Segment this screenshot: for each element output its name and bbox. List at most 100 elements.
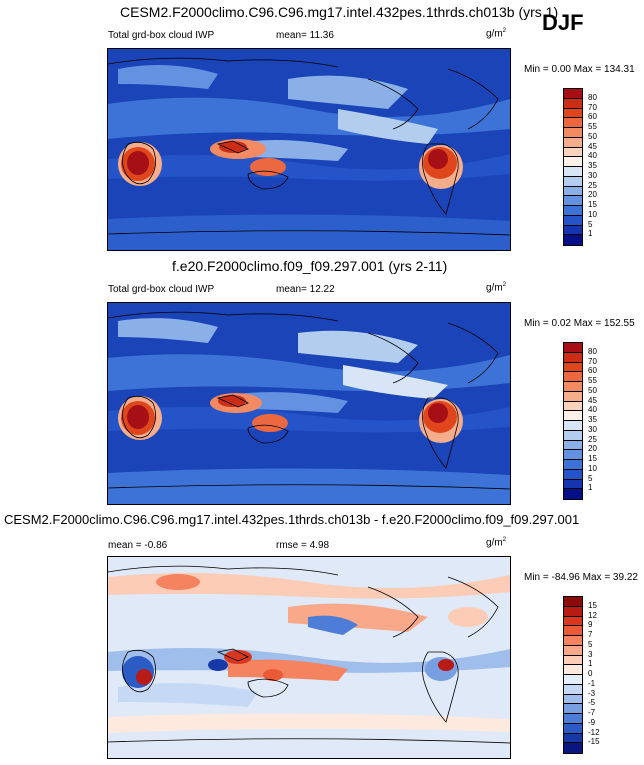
colorbar-1-tick-label: 10 bbox=[588, 209, 597, 219]
panel-3-title: CESM2.F2000climo.C96.C96.mg17.intel.432p… bbox=[4, 512, 580, 527]
panel-1-mean-label: mean= 11.36 bbox=[276, 30, 334, 41]
colorbar-3-tick-label: 0 bbox=[588, 669, 593, 678]
colorbar-3-tick-label: 12 bbox=[588, 610, 597, 620]
colorbar-2-tick-label: 45 bbox=[588, 395, 597, 405]
panel-2-mean-label: mean= 12.22 bbox=[276, 284, 335, 295]
colorbar-3-swatch bbox=[564, 626, 582, 636]
colorbar-2-swatch bbox=[564, 362, 582, 373]
colorbar-1-tick-label: 30 bbox=[588, 170, 597, 180]
colorbar-1-tick-label: 35 bbox=[588, 161, 597, 170]
colorbar-3-tick-label: -7 bbox=[588, 708, 596, 717]
panel-2-units: g/m2 bbox=[486, 282, 507, 294]
colorbar-2-tick-label: 60 bbox=[588, 366, 597, 376]
colorbar-2-swatch bbox=[564, 372, 582, 382]
colorbar-2-tick-label: 30 bbox=[588, 424, 597, 434]
colorbar-3-swatch bbox=[564, 723, 582, 734]
colorbar-1-tick-label: 45 bbox=[588, 141, 597, 151]
colorbar-1-tick-label: 50 bbox=[588, 131, 597, 141]
panel-2-minmax: Min = 0.02 Max = 152.55 bbox=[524, 318, 635, 329]
panel-2-variable-label: Total grd-box cloud IWP bbox=[108, 284, 215, 295]
panel-1-units: g/m2 bbox=[486, 28, 507, 40]
colorbar-2-tick-label: 35 bbox=[588, 415, 597, 424]
colorbar-1-swatch bbox=[564, 176, 582, 187]
panel-2-title: f.e20.F2000climo.f09_f09.297.001 (yrs 2-… bbox=[172, 258, 448, 274]
panel-3-minmax: Min = -84.96 Max = 39.22 bbox=[524, 572, 638, 583]
colorbar-1-swatch bbox=[564, 196, 582, 206]
colorbar-1-tick-label: 5 bbox=[588, 219, 593, 229]
colorbar-1-swatch bbox=[564, 167, 582, 177]
colorbar-1-swatch bbox=[564, 128, 582, 138]
colorbar-2-tick-label: 40 bbox=[588, 405, 597, 415]
colorbar-2-swatch bbox=[564, 411, 582, 421]
panel-1-title: CESM2.F2000climo.C96.C96.mg17.intel.432p… bbox=[120, 4, 559, 20]
colorbar-2-swatch bbox=[564, 352, 582, 363]
colorbar-2-tick-label: 15 bbox=[588, 454, 597, 463]
colorbar-2-tick-label: 50 bbox=[588, 385, 597, 395]
colorbar-2-tick-label: 25 bbox=[588, 434, 597, 444]
colorbar-3-swatch bbox=[564, 597, 582, 607]
colorbar-3-tick-label: -15 bbox=[588, 737, 600, 747]
colorbar-1-swatch bbox=[564, 225, 582, 236]
colorbar-1-tick-label: 80 bbox=[588, 92, 597, 102]
colorbar-3-tick-label: -9 bbox=[588, 717, 596, 727]
colorbar-3-tick-label: 3 bbox=[588, 649, 593, 659]
colorbar-2-tick-label: 55 bbox=[588, 376, 597, 385]
colorbar-3-tick-label: 7 bbox=[588, 630, 593, 639]
panel-1-minmax: Min = 0.00 Max = 134.31 bbox=[524, 64, 635, 75]
colorbar-2-swatch bbox=[564, 479, 582, 490]
colorbar-2-swatch bbox=[564, 421, 582, 431]
panel-1-variable-label: Total grd-box cloud IWP bbox=[108, 30, 215, 41]
colorbar-1-swatch bbox=[564, 137, 582, 148]
colorbar-2-swatch bbox=[564, 430, 582, 441]
colorbar-3-swatch bbox=[564, 645, 582, 656]
colorbar-1-swatch bbox=[564, 206, 582, 216]
colorbar-3-tick-label: 9 bbox=[588, 620, 593, 630]
colorbar-2-swatch bbox=[564, 450, 582, 460]
colorbar-1-tick-label: 15 bbox=[588, 200, 597, 209]
colorbar-2-swatch bbox=[564, 382, 582, 392]
colorbar-1-swatch bbox=[564, 108, 582, 119]
colorbar-3-swatch bbox=[564, 714, 582, 724]
colorbar-1-tick-label: 55 bbox=[588, 122, 597, 131]
colorbar-1-tick-label: 60 bbox=[588, 112, 597, 122]
colorbar-3-tick-label: -3 bbox=[588, 688, 596, 698]
colorbar-1-tick-label: 70 bbox=[588, 102, 597, 112]
colorbar-3-swatch bbox=[564, 616, 582, 627]
colorbar-3-swatch bbox=[564, 704, 582, 714]
colorbar-3-swatch bbox=[564, 694, 582, 705]
colorbar-3-swatch bbox=[564, 665, 582, 675]
colorbar-3-swatch bbox=[564, 743, 582, 753]
colorbar-3-swatch bbox=[564, 606, 582, 617]
panel-3-colorbar bbox=[563, 596, 583, 754]
colorbar-1-swatch bbox=[564, 98, 582, 109]
colorbar-3-swatch bbox=[564, 684, 582, 695]
colorbar-2-swatch bbox=[564, 460, 582, 470]
colorbar-2-tick-label: 10 bbox=[588, 463, 597, 473]
colorbar-2-swatch bbox=[564, 489, 582, 499]
colorbar-3-tick-label: -5 bbox=[588, 698, 596, 708]
panel-1-colorbar bbox=[563, 88, 583, 246]
panel-2-map bbox=[107, 302, 511, 505]
colorbar-3-tick-label: -1 bbox=[588, 678, 596, 688]
panel-3-rmse-label: rmse = 4.98 bbox=[276, 540, 330, 551]
colorbar-1-tick-label: 40 bbox=[588, 151, 597, 161]
colorbar-1-swatch bbox=[564, 89, 582, 99]
panel-3-mean-label: mean = -0.86 bbox=[108, 540, 168, 551]
colorbar-3-tick-label: 5 bbox=[588, 639, 593, 649]
colorbar-1-swatch bbox=[564, 118, 582, 128]
colorbar-1-tick-label: 1 bbox=[588, 229, 593, 239]
colorbar-1-tick-label: 20 bbox=[588, 190, 597, 200]
colorbar-3-swatch bbox=[564, 675, 582, 685]
season-label: DJF bbox=[542, 10, 584, 35]
colorbar-3-swatch bbox=[564, 636, 582, 646]
colorbar-1-swatch bbox=[564, 235, 582, 245]
panel-3-map bbox=[107, 556, 511, 759]
colorbar-1-swatch bbox=[564, 157, 582, 167]
panel-3-units: g/m2 bbox=[486, 537, 507, 549]
colorbar-1-swatch bbox=[564, 215, 582, 226]
colorbar-2-swatch bbox=[564, 469, 582, 480]
colorbar-1-swatch bbox=[564, 186, 582, 197]
colorbar-3-swatch bbox=[564, 655, 582, 666]
colorbar-1-tick-label: 25 bbox=[588, 180, 597, 190]
colorbar-2-swatch bbox=[564, 391, 582, 402]
